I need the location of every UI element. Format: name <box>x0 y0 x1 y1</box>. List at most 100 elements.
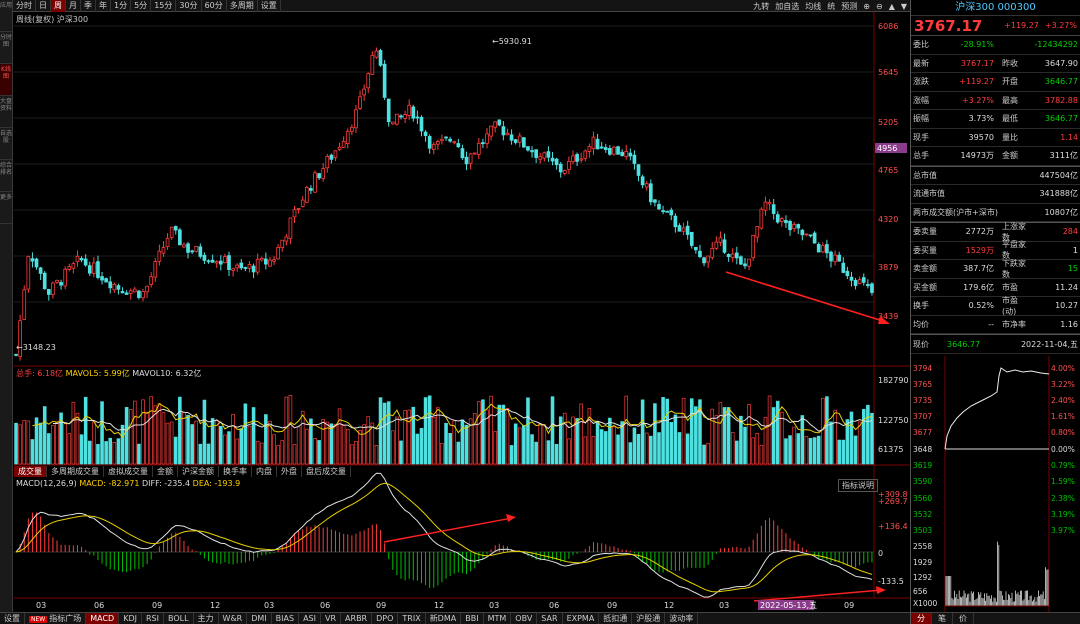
candle-body <box>362 88 366 96</box>
top-tool-3[interactable]: 统 <box>827 1 836 11</box>
indicator-tab-19[interactable]: SAR <box>537 612 563 624</box>
period-tab-8[interactable]: 15分 <box>151 0 177 12</box>
indicator-tab-11[interactable]: VR <box>321 612 342 624</box>
indicator-tab-3[interactable]: KDJ <box>119 612 142 624</box>
top-tool-4[interactable]: 预测 <box>841 1 858 11</box>
trend-arrow-line <box>725 271 887 323</box>
volume-bar <box>141 399 145 465</box>
indicator-help-button[interactable]: 指标说明 <box>838 479 878 492</box>
volume-bar <box>403 410 407 465</box>
kline-chart[interactable]: 6086 5645 5205 4765 4320 3879 3439 4956 ←5930.91… <box>14 12 910 612</box>
plus-circle-icon[interactable]: ⊕ <box>863 1 870 11</box>
quote-row-b1: 流通市值 341888亿 <box>911 185 1080 204</box>
period-tab-4[interactable]: 季 <box>81 0 96 12</box>
period-tab-11[interactable]: 多周期 <box>227 0 258 12</box>
left-tab-4[interactable]: 自选股 <box>0 128 12 160</box>
up-icon[interactable]: ▲ <box>888 1 895 11</box>
indicator-tab-9[interactable]: BIAS <box>272 612 300 624</box>
left-tab-3[interactable]: 大盘资料 <box>0 96 12 128</box>
candle-body <box>677 225 682 232</box>
candle-body <box>444 136 448 139</box>
indicator-tab-13[interactable]: DPO <box>372 612 399 624</box>
volume-tab-1[interactable]: 多周期成交量 <box>47 466 104 477</box>
indicator-tab-6[interactable]: 主力 <box>194 612 219 624</box>
indicator-tab-0[interactable]: 设置 <box>0 612 25 624</box>
down-icon[interactable]: ▼ <box>900 1 907 11</box>
indicator-tab-16[interactable]: BBI <box>461 612 484 624</box>
period-tab-7[interactable]: 5分 <box>131 0 152 12</box>
top-tool-0[interactable]: 九转 <box>753 1 770 11</box>
volume-bar <box>853 435 858 465</box>
left-tab-5[interactable]: 综合排名 <box>0 160 12 192</box>
indicator-tab-20[interactable]: EXPMA <box>563 612 600 624</box>
indicator-tab-14[interactable]: TRIX <box>398 612 426 624</box>
volume-tab-0[interactable]: 成交量 <box>14 466 47 477</box>
candle-body <box>255 258 260 273</box>
left-tab-0[interactable]: 应用 <box>0 0 12 32</box>
candle-body <box>481 142 485 144</box>
period-tab-5[interactable]: 年 <box>96 0 111 12</box>
period-tab-9[interactable]: 30分 <box>176 0 202 12</box>
indicator-tab-12[interactable]: ARBR <box>341 612 373 624</box>
indicator-tab-23[interactable]: 波动率 <box>665 612 699 624</box>
indicator-tab-10[interactable]: ASI <box>299 612 321 624</box>
volume-tab-2[interactable]: 虚拟成交量 <box>104 466 153 477</box>
minus-circle-icon[interactable]: ⊖ <box>875 1 883 11</box>
mini-tab-1[interactable]: 笔 <box>932 613 953 624</box>
volume-tab-4[interactable]: 沪深金额 <box>178 466 219 477</box>
volume-bar <box>190 424 194 465</box>
indicator-tab-8[interactable]: DMI <box>247 612 272 624</box>
top-tool-2[interactable]: 均线 <box>805 1 822 11</box>
volume-tab-6[interactable]: 内盘 <box>252 466 277 477</box>
left-tab-1[interactable]: 分时图 <box>0 32 12 64</box>
indicator-tab-4[interactable]: RSI <box>142 612 164 624</box>
x-axis-label: 03 <box>719 601 729 610</box>
volume-bar <box>374 445 379 465</box>
candle-body <box>169 226 174 238</box>
period-tab-3[interactable]: 月 <box>66 0 81 12</box>
volume-tab-7[interactable]: 外盘 <box>277 466 302 477</box>
volume-bar <box>599 429 604 465</box>
candle-body <box>395 113 399 125</box>
mini-left-axis: 3794 <box>913 364 932 373</box>
quote-rows-a: 最新 3767.17 昨收 3647.90 涨跌 +119.27 开盘 3646.77 涨幅 +3… <box>911 55 1080 166</box>
candle-body <box>92 262 96 274</box>
indicator-tab-21[interactable]: 抵扣通 <box>599 612 633 624</box>
top-tool-1[interactable]: 加自选 <box>775 1 800 11</box>
period-tab-1[interactable]: 日 <box>36 0 51 12</box>
mini-tab-0[interactable]: 分 <box>911 613 932 624</box>
volume-tab-3[interactable]: 金额 <box>153 466 178 477</box>
mini-left-axis: 3560 <box>913 494 932 503</box>
mini-tab-2[interactable]: 价 <box>953 613 974 624</box>
candle-body <box>427 136 432 149</box>
volume-bar <box>534 441 538 465</box>
period-tab-6[interactable]: 1分 <box>111 0 132 12</box>
period-tab-12[interactable]: 设置 <box>258 0 281 12</box>
volume-axis-label: 61375 <box>878 445 903 454</box>
volume-bar <box>448 433 452 465</box>
indicator-tab-15[interactable]: 新DMA <box>426 612 462 624</box>
left-tab-6[interactable]: 更多 <box>0 192 12 224</box>
intraday-mini-chart[interactable]: 3794 3765 3735 3707 3677 3648 3619 3590 3560 3532… <box>911 356 1080 612</box>
indicator-tab-22[interactable]: 沪股通 <box>632 612 666 624</box>
candle-body <box>489 125 493 137</box>
volume-tab-5[interactable]: 换手率 <box>219 466 252 477</box>
indicator-tab-5[interactable]: BOLL <box>164 612 194 624</box>
indicator-tab-2[interactable]: MACD <box>86 612 120 624</box>
volume-tab-8[interactable]: 盘后成交量 <box>302 466 351 477</box>
indicator-tab-17[interactable]: MTM <box>484 612 512 624</box>
indicator-tab-1[interactable]: NEW 指标广场 <box>25 612 87 624</box>
candle-body <box>673 215 678 228</box>
left-tab-2[interactable]: K线图 <box>0 64 12 96</box>
volume-bar <box>612 426 616 465</box>
candle-body <box>575 153 579 162</box>
period-tab-2[interactable]: 周 <box>51 0 66 12</box>
period-tab-10[interactable]: 60分 <box>202 0 227 12</box>
volume-bar <box>145 411 149 465</box>
candle-body <box>141 291 145 299</box>
indicator-tab-18[interactable]: OBV <box>511 612 538 624</box>
indicator-tab-7[interactable]: W&R <box>219 612 248 624</box>
period-tab-0[interactable]: 分时 <box>13 0 36 12</box>
chart-area[interactable]: 6086 5645 5205 4765 4320 3879 3439 4956 ←5930.91… <box>14 12 910 612</box>
